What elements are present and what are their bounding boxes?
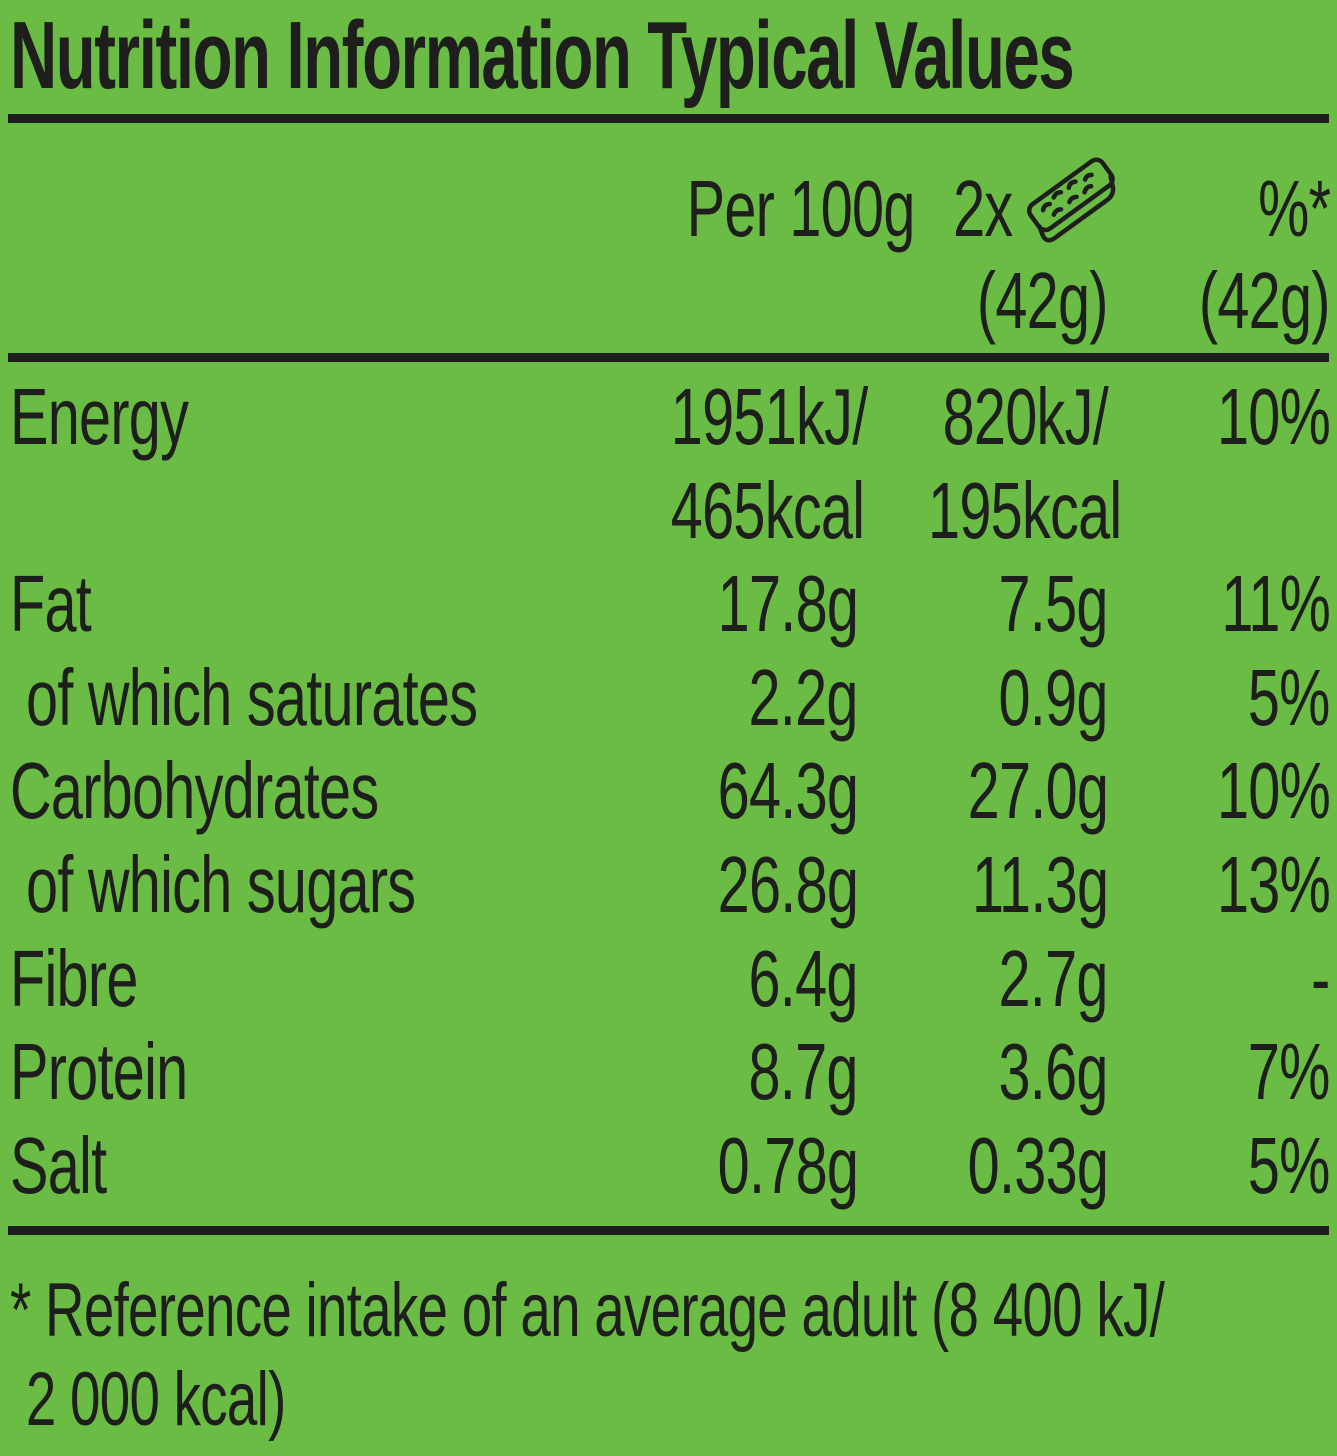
per-100g-value: 6.4g <box>748 933 859 1023</box>
ri-value: 11% <box>1221 559 1331 649</box>
ri-value: 10% <box>1216 746 1331 836</box>
column-header-row: Per 100g 2x %* <box>0 123 1337 251</box>
table-row-carbohydrates: Carbohydrates 64.3g 27.0g 10% <box>0 744 1337 838</box>
ri-value: 13% <box>1216 839 1331 929</box>
per-portion-value: 2.7g <box>998 933 1109 1023</box>
row-label: Energy <box>10 372 189 461</box>
page-title: Nutrition Information Typical Values <box>10 2 1075 109</box>
table-row-energy: Energy 1951kJ/ 465kcal 820kJ/ 195kcal 10… <box>0 370 1337 557</box>
portion-weight-label: (42g) <box>977 256 1109 345</box>
column-header-per-portion: 2x <box>858 139 1116 253</box>
row-label: Carbohydrates <box>10 746 379 836</box>
per-portion-value: 27.0g <box>967 746 1108 836</box>
per-100g-value: 8.7g <box>748 1027 859 1117</box>
per-portion-value-line2: 195kcal <box>928 465 1122 555</box>
per-portion-value: 3.6g <box>998 1027 1109 1117</box>
row-label: Fat <box>10 559 92 649</box>
row-label: Fibre <box>10 933 138 1023</box>
table-row-sugars: of which sugars 26.8g 11.3g 13% <box>0 838 1337 932</box>
per-100g-value: 2.2g <box>748 652 859 742</box>
nutrition-table: Energy 1951kJ/ 465kcal 820kJ/ 195kcal 10… <box>0 362 1337 1212</box>
row-label: of which sugars <box>26 839 416 929</box>
portion-count-label: 2x <box>952 164 1013 253</box>
per-100g-value: 64.3g <box>717 746 858 836</box>
per-100g-value: 1951kJ/ <box>670 372 868 461</box>
row-label: Protein <box>10 1027 188 1117</box>
column-header-per-100g: Per 100g <box>686 164 916 253</box>
ri-value: 7% <box>1248 1027 1331 1117</box>
divider-bottom <box>8 1226 1329 1236</box>
footnote-line2: 2 000 kcal) <box>25 1356 286 1442</box>
nutrition-label: Nutrition Information Typical Values Per… <box>0 8 1337 1444</box>
ri-value: 5% <box>1248 1120 1331 1210</box>
footnote-line1: * Reference intake of an average adult (… <box>10 1268 1165 1354</box>
ri-value: 10% <box>1216 372 1331 461</box>
per-100g-value-line2: 465kcal <box>670 465 865 555</box>
per-100g-value: 0.78g <box>717 1120 858 1210</box>
reference-weight-label: (42g) <box>1199 256 1331 345</box>
ri-value: - <box>1311 933 1331 1023</box>
table-row-saturates: of which saturates 2.2g 0.9g 5% <box>0 651 1337 745</box>
row-label: of which saturates <box>26 652 478 742</box>
per-portion-value: 7.5g <box>998 559 1109 649</box>
per-portion-value: 0.9g <box>998 652 1109 742</box>
per-portion-value: 820kJ/ <box>942 372 1109 461</box>
per-100g-value: 26.8g <box>717 839 858 929</box>
ri-value: 5% <box>1248 652 1331 742</box>
per-100g-value: 17.8g <box>717 559 858 649</box>
cereal-bar-icon <box>1026 157 1116 243</box>
reference-intake-footnote: * Reference intake of an average adult (… <box>10 1267 1329 1443</box>
table-row-salt: Salt 0.78g 0.33g 5% <box>0 1119 1337 1213</box>
table-row-fat: Fat 17.8g 7.5g 11% <box>0 557 1337 651</box>
per-portion-value: 11.3g <box>971 839 1109 929</box>
column-header-reference-intake: %* <box>1257 164 1331 253</box>
per-portion-value: 0.33g <box>967 1120 1108 1210</box>
divider-header <box>8 353 1329 362</box>
column-subheader-row: (42g) (42g) <box>0 255 1337 353</box>
table-row-protein: Protein 8.7g 3.6g 7% <box>0 1025 1337 1119</box>
table-row-fibre: Fibre 6.4g 2.7g - <box>0 932 1337 1026</box>
divider-top <box>8 114 1329 123</box>
row-label: Salt <box>10 1120 107 1210</box>
